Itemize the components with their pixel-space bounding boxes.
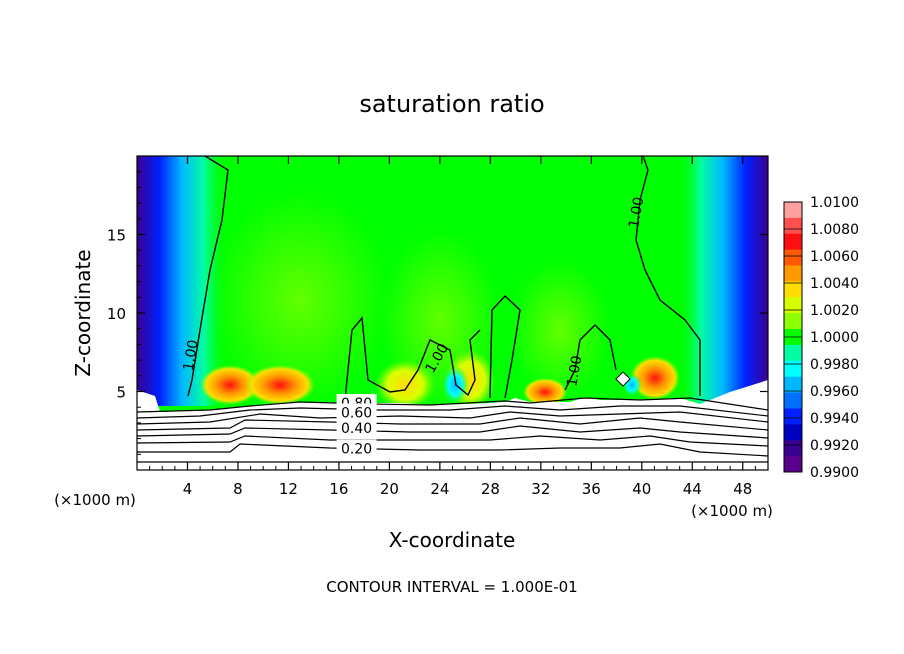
x-tick-label: 44: [683, 480, 702, 498]
x-tick-label: 28: [481, 480, 500, 498]
colorbar-label: 0.9920: [810, 438, 859, 454]
x-tick-label: 16: [329, 480, 348, 498]
colorbar-label: 1.0080: [810, 222, 859, 238]
colorbar-label: 1.0100: [810, 195, 859, 211]
colorbar-swatch: [784, 360, 802, 378]
colorbar-label: 0.9960: [810, 384, 859, 400]
y-tick-label: 5: [116, 384, 126, 402]
colorbar-label: 1.0040: [810, 276, 859, 292]
contour-label: 1.00: [181, 339, 202, 372]
x-tick-label: 40: [632, 480, 651, 498]
x-axis-label: X-coordinate: [389, 528, 516, 552]
x-tick-label: 48: [733, 480, 752, 498]
colorbar-swatch: [784, 440, 802, 457]
y-axis-label: Z-coordinate: [71, 249, 95, 376]
contour-labels: 1.001.001.001.000.800.600.400.20: [181, 196, 648, 458]
plot-area: [137, 156, 768, 470]
x-tick-label: 12: [279, 480, 298, 498]
colorbar-swatch: [784, 249, 802, 267]
y-tick-label: 10: [107, 305, 126, 323]
contour-label: 0.60: [341, 405, 372, 421]
x-unit-left: (×1000 m): [54, 491, 136, 509]
contour-interval-note: CONTOUR INTERVAL = 1.000E-01: [326, 578, 577, 596]
colorbar-label: 1.0020: [810, 303, 859, 319]
colorbar-swatch: [784, 202, 802, 219]
lime-plume-1: [210, 190, 390, 410]
y-axis-ticks: 5 10 15: [107, 171, 768, 455]
colorbar-swatch: [784, 376, 802, 394]
low-contours: [137, 397, 768, 463]
contour-label: 1.00: [564, 354, 585, 387]
dry-edge-right: [678, 156, 768, 406]
dry-edge-left: [137, 156, 227, 406]
x-axis-ticks: 4 8 12 16 20 24 28 32 36 40 44 48: [149, 156, 756, 498]
contour-label-bg: [336, 439, 377, 455]
contour-label: 1.00: [626, 196, 647, 229]
x-tick-label: 32: [531, 480, 550, 498]
unity-contours: [187, 156, 701, 401]
colorbar-swatch: [784, 217, 802, 235]
colorbar-swatch: [784, 281, 802, 298]
colorbar-swatch: [784, 265, 802, 282]
colorbar-swatch: [784, 408, 802, 425]
colorbar-swatch: [784, 297, 802, 314]
x-tick-label: 24: [430, 480, 449, 498]
contour-label-bg: [336, 403, 377, 419]
colorbar-label: 0.9940: [810, 411, 859, 427]
colorbar-swatch: [784, 313, 802, 330]
x-tick-label: 36: [582, 480, 601, 498]
subsat-cyan-patch: [441, 365, 469, 405]
contour-label: 0.40: [341, 421, 372, 437]
colorbar-swatch: [784, 392, 802, 409]
x-tick-label: 4: [183, 480, 193, 498]
x-tick-label: 20: [380, 480, 399, 498]
small-contour-box: [615, 371, 631, 387]
colorbar: 1.0100 1.0080 1.0060 1.0040 1.0020 1.0000 0.99…: [783, 195, 859, 481]
x-unit-right: (×1000 m): [691, 502, 773, 520]
supersat-patch-3: [375, 360, 435, 410]
colorbar-label: 1.0000: [810, 330, 859, 346]
supersat-patch-1: [200, 365, 260, 405]
chart-title: saturation ratio: [359, 90, 544, 118]
y-tick-label: 15: [107, 227, 126, 245]
colorbar-swatch: [784, 344, 802, 362]
lime-plume-3: [510, 260, 610, 400]
colorbar-swatch: [784, 456, 802, 473]
colorbar-label: 0.9900: [810, 465, 859, 481]
colorbar-label: 1.0060: [810, 249, 859, 265]
colorbar-label: 0.9980: [810, 357, 859, 373]
contour-label-bg: [336, 419, 377, 435]
colorbar-swatch: [784, 424, 802, 441]
supersat-patch-6: [630, 356, 680, 400]
supersat-patch-5: [523, 378, 567, 406]
supersat-patch-2: [245, 365, 315, 405]
contour-label: 0.20: [341, 442, 372, 458]
colorbar-swatch: [784, 233, 802, 251]
x-tick-label: 8: [233, 480, 243, 498]
